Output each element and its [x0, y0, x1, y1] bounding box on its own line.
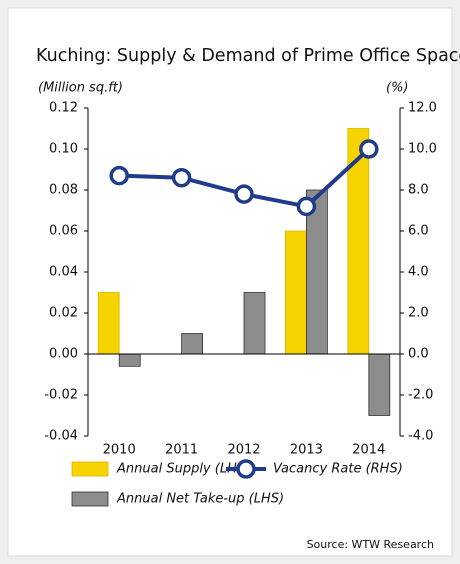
y-tick-label: -0.04	[44, 429, 78, 444]
y2-tick-label: 10.0	[408, 142, 437, 157]
y2-tick-label: 0.0	[408, 347, 429, 362]
y2-tick-label: -4.0	[408, 429, 433, 444]
y-tick-label: 0.10	[49, 142, 78, 157]
line-marker	[296, 196, 317, 217]
y-tick-label: -0.02	[44, 388, 78, 403]
bar	[181, 333, 204, 355]
bar	[368, 353, 391, 416]
legend-label: Vacancy Rate (RHS)	[273, 462, 403, 477]
bar	[347, 128, 370, 355]
y2-tick-label: 2.0	[408, 306, 429, 321]
bar	[118, 353, 141, 367]
y2-tick-label: 4.0	[408, 265, 429, 280]
y-tick-label: 0.12	[49, 101, 78, 116]
x-tick-label: 2010	[103, 443, 136, 458]
x-tick-label: 2013	[290, 443, 323, 458]
y2-tick-label: 6.0	[408, 224, 429, 239]
y-tick-label: 0.04	[49, 265, 78, 280]
line-marker	[109, 165, 129, 186]
x-tick-label: 2014	[352, 443, 385, 458]
y2-tick-label: -2.0	[408, 388, 433, 403]
line-marker	[359, 139, 379, 159]
y-tick-label: 0.00	[49, 347, 78, 362]
legend-swatch	[71, 461, 109, 477]
bar	[97, 292, 120, 355]
legend-label: Annual Supply (LHS)	[116, 462, 250, 477]
source: Source: WTW Research	[307, 538, 434, 551]
legend-swatch	[71, 491, 109, 507]
chart-title: Kuching: Supply & Demand of Prime Office…	[36, 46, 460, 66]
x-tick-label: 2011	[165, 443, 198, 458]
y-tick-label: 0.02	[49, 306, 78, 321]
y-tick-label: 0.08	[49, 183, 78, 198]
y-tick-label: 0.06	[49, 224, 78, 239]
bar	[243, 292, 266, 355]
legend-label: Annual Net Take-up (LHS)	[116, 492, 284, 507]
x-tick-label: 2012	[227, 443, 260, 458]
line-marker	[171, 167, 192, 188]
line-marker	[234, 184, 254, 204]
y2-axis-label: (%)	[386, 81, 409, 96]
bar	[284, 230, 307, 355]
y2-tick-label: 12.0	[408, 101, 437, 116]
y2-tick-label: 8.0	[408, 183, 429, 198]
y-axis-label: (Million sq.ft)	[38, 81, 123, 96]
legend-marker	[236, 459, 256, 479]
